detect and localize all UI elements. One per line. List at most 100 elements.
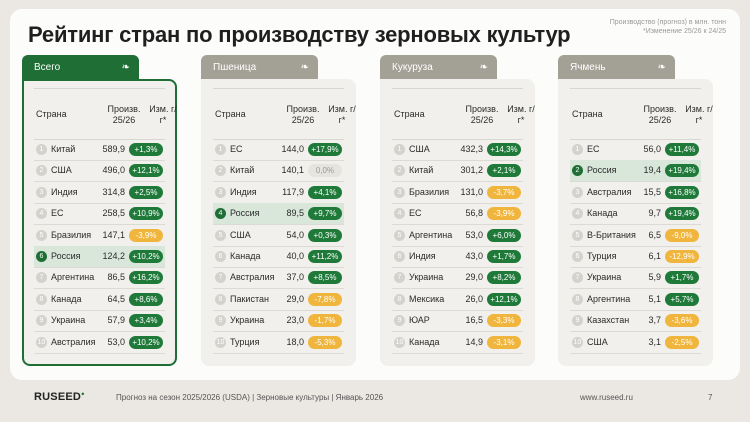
country-name: Турция: [230, 336, 260, 347]
footer-url[interactable]: www.ruseed.ru: [580, 393, 633, 402]
change-badge: +19,4%: [665, 164, 699, 178]
footer-text: Прогноз на сезон 2025/2026 (USDA) | Зерн…: [116, 393, 384, 402]
change-badge: -7,8%: [308, 292, 342, 306]
tab-1[interactable]: Пшеница ❧: [201, 55, 318, 81]
rank-badge: 7: [394, 272, 405, 284]
country-name: Россия: [587, 165, 617, 176]
country-name: ЮАР: [409, 315, 430, 326]
rank-badge: 3: [36, 186, 47, 198]
table-row: 3 Бразилия 131,0 -3,7%: [392, 182, 523, 204]
rank-badge: 5: [394, 229, 405, 241]
country-name: Канада: [51, 293, 82, 304]
production-value: 19,4: [643, 165, 661, 176]
country-name: Казахстан: [587, 315, 630, 326]
rank-badge: 1: [572, 144, 583, 155]
page-title: Рейтинг стран по производству зерновых к…: [28, 22, 571, 47]
table-row: 6 Россия 124,2 +10,2%: [34, 246, 165, 268]
production-value: 3,1: [648, 336, 661, 347]
tab-2[interactable]: Кукуруза ❧: [380, 55, 497, 81]
tab-3[interactable]: Ячмень ❧: [558, 55, 675, 81]
country-name: Пакистан: [230, 293, 269, 304]
change-badge: +8,5%: [308, 271, 342, 285]
rank-badge: 10: [572, 336, 583, 348]
change-badge: +2,1%: [487, 164, 521, 178]
rank-badge: 6: [572, 251, 583, 262]
rank-badge: 7: [572, 272, 583, 284]
country-name: Аргентина: [409, 229, 453, 240]
country-name: Бразилия: [51, 229, 92, 240]
country-name: Индия: [51, 186, 78, 197]
header-production: Произв. 25/26: [643, 104, 677, 125]
country-name: Мексика: [409, 293, 445, 304]
units-note-line2: *Изменение 25/26 к 24/25: [642, 28, 726, 35]
table-card-1: Страна Произв. 25/26 Изм. г/г* 1 ЕС 144,0 +17,…: [201, 79, 356, 366]
rank-badge: 6: [394, 251, 405, 262]
rank-badge: 1: [36, 144, 47, 155]
change-badge: -12,9%: [665, 250, 699, 263]
tab-label: Кукуруза: [392, 62, 433, 73]
country-name: Турция: [587, 251, 617, 261]
table-row: 1 ЕС 56,0 +11,4%: [570, 139, 701, 161]
rank-badge: 8: [215, 293, 226, 305]
production-value: 56,0: [643, 144, 661, 154]
table-row: 3 Индия 314,8 +2,5%: [34, 182, 165, 204]
units-note-line1: Производство (прогноз) в млн. тонн: [609, 19, 726, 26]
table-row: 5 Бразилия 147,1 -3,9%: [34, 225, 165, 247]
table-row: 10 США 3,1 -2,5%: [570, 332, 701, 354]
header-country: Страна: [215, 109, 246, 119]
table-row: 9 ЮАР 16,5 -3,3%: [392, 310, 523, 333]
change-badge: -3,7%: [487, 185, 521, 199]
rank-badge: 1: [215, 144, 226, 155]
table-row: 1 Китай 589,9 +1,3%: [34, 139, 165, 161]
rank-badge: 2: [394, 165, 405, 177]
header-change: Изм. г/г*: [685, 104, 713, 125]
rank-badge: 5: [215, 229, 226, 241]
table-row: 8 Мексика 26,0 +12,1%: [392, 289, 523, 311]
change-badge: +4,1%: [308, 185, 342, 199]
rank-badge: 3: [215, 186, 226, 198]
change-badge: +12,1%: [487, 292, 521, 306]
rank-badge: 6: [215, 251, 226, 262]
country-name: Аргентина: [51, 272, 95, 283]
change-badge: +10,2%: [129, 250, 163, 263]
production-value: 53,0: [107, 336, 125, 347]
country-name: ЕС: [409, 208, 422, 219]
country-name: Индия: [230, 186, 257, 197]
production-value: 64,5: [107, 293, 125, 304]
country-name: Украина: [409, 272, 444, 283]
table-row: 4 Канада 9,7 +19,4%: [570, 203, 701, 226]
change-badge: +16,2%: [129, 271, 163, 285]
change-badge: -3,6%: [665, 314, 699, 328]
change-badge: +11,2%: [308, 250, 342, 263]
rank-badge: 7: [215, 272, 226, 284]
change-badge: +14,3%: [487, 143, 521, 156]
change-badge: +3,4%: [129, 314, 163, 328]
country-name: Бразилия: [409, 186, 450, 197]
production-value: 589,9: [102, 144, 125, 154]
country-name: Индия: [409, 251, 436, 261]
table-card-0: Страна Произв. 25/26 Изм. г/г* 1 Китай 589,9 +…: [22, 79, 177, 366]
rank-badge: 10: [215, 336, 226, 348]
table-row: 7 Австралия 37,0 +8,5%: [213, 267, 344, 290]
header-production: Произв. 25/26: [107, 104, 141, 125]
table-row: 1 ЕС 144,0 +17,9%: [213, 139, 344, 161]
change-badge: +6,0%: [487, 228, 521, 242]
production-value: 18,0: [286, 336, 304, 347]
rank-badge: 4: [36, 208, 47, 220]
production-value: 432,3: [460, 144, 483, 154]
tab-label: Всего: [34, 62, 61, 73]
production-value: 23,0: [286, 315, 304, 326]
production-value: 140,1: [281, 165, 304, 176]
tab-0[interactable]: Всего ❧: [22, 55, 139, 81]
change-badge: +10,9%: [129, 207, 163, 221]
production-value: 43,0: [465, 251, 483, 261]
production-value: 29,0: [465, 272, 483, 283]
table-row: 9 Украина 23,0 -1,7%: [213, 310, 344, 333]
change-badge: +8,2%: [487, 271, 521, 285]
change-badge: -1,7%: [308, 314, 342, 328]
rank-badge: 8: [394, 293, 405, 305]
country-name: США: [587, 336, 608, 347]
country-name: Канада: [409, 336, 440, 347]
production-value: 26,0: [465, 293, 483, 304]
country-name: Австралия: [587, 186, 632, 197]
